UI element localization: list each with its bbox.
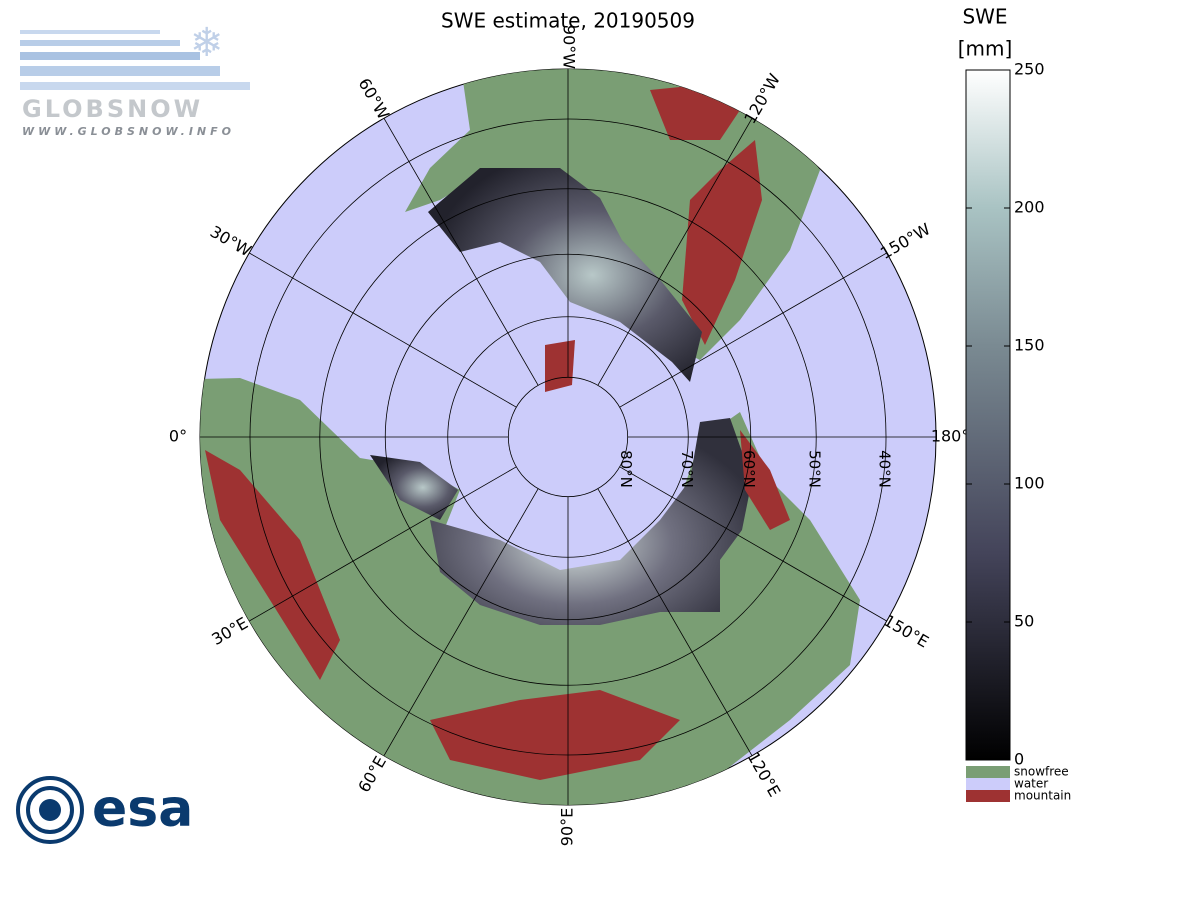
longitude-label: 60°W xyxy=(355,75,394,123)
legend-swatch xyxy=(966,766,1010,778)
meridian-line xyxy=(383,488,539,756)
meridian-line xyxy=(249,466,517,622)
longitude-label: 0° xyxy=(169,427,187,446)
latitude-label: 80°N xyxy=(617,450,635,488)
meridian-line xyxy=(597,118,753,386)
legend-label: snowfree xyxy=(1014,765,1069,779)
latitude-label: 70°N xyxy=(678,450,696,488)
snow-cover xyxy=(430,418,752,625)
colorbar-unit: [mm] xyxy=(958,37,1013,61)
meridian-line xyxy=(619,252,887,408)
map: 80°N 70°N 60°N 50°N 40°N90°W120°W150°W180°W1… xyxy=(169,25,985,846)
longitude-label: 150°E xyxy=(880,611,932,652)
longitude-label: 30°W xyxy=(207,222,255,261)
globsnow-logo: ❄ GLOBSNOW WWW.GLOBSNOW.INFO xyxy=(20,20,250,138)
colorbar-tick-label: 200 xyxy=(1014,198,1045,217)
colorbar: SWE [mm] 0 50 100 150 200 250 snowfreewatermou… xyxy=(958,5,1072,803)
longitude-label: 150°W xyxy=(877,219,934,263)
latitude-label: 40°N xyxy=(876,450,894,488)
colorbar-tick-label: 250 xyxy=(1014,60,1045,79)
meridian-line xyxy=(619,466,887,622)
esa-text: esa xyxy=(92,779,193,839)
colorbar-tick-label: 0 xyxy=(1014,750,1024,769)
colorbar-ramp xyxy=(965,69,1011,761)
legend-swatch xyxy=(966,790,1010,802)
meridian-line xyxy=(249,252,517,408)
snowflake: ❄ xyxy=(190,20,224,66)
mountain xyxy=(205,450,340,680)
longitude-label: 120°W xyxy=(740,70,784,127)
latitude-label: 60°N xyxy=(740,450,758,488)
esa-logo: esa xyxy=(16,776,193,844)
colorbar-tick-label: 50 xyxy=(1014,612,1034,631)
meridian-line xyxy=(597,488,753,756)
legend-label: water xyxy=(1014,777,1048,791)
longitude-label: 90°W xyxy=(560,25,579,69)
title: SWE estimate, 20190509 xyxy=(441,9,695,33)
longitude-label: 90°E xyxy=(558,808,577,846)
meridian-line xyxy=(383,118,539,386)
mountain xyxy=(545,340,575,392)
land xyxy=(200,69,860,805)
colorbar-tick-label: 100 xyxy=(1014,474,1045,493)
latitude-label: 50°N xyxy=(806,450,824,488)
legend-swatch xyxy=(966,778,1010,790)
snow-cover xyxy=(428,168,702,382)
legend-label: mountain xyxy=(1014,789,1071,803)
snow-cover xyxy=(370,455,458,520)
colorbar-title: SWE xyxy=(962,5,1007,29)
colorbar-tick-label: 150 xyxy=(1014,336,1045,355)
logo-text: GLOBSNOW xyxy=(22,95,203,123)
longitude-label: 60°E xyxy=(354,753,390,796)
mountain xyxy=(740,430,790,530)
logo-url: WWW.GLOBSNOW.INFO xyxy=(22,125,235,138)
longitude-label: 30°E xyxy=(208,613,251,649)
mountain xyxy=(430,690,680,780)
longitude-label: 120°E xyxy=(743,748,784,800)
